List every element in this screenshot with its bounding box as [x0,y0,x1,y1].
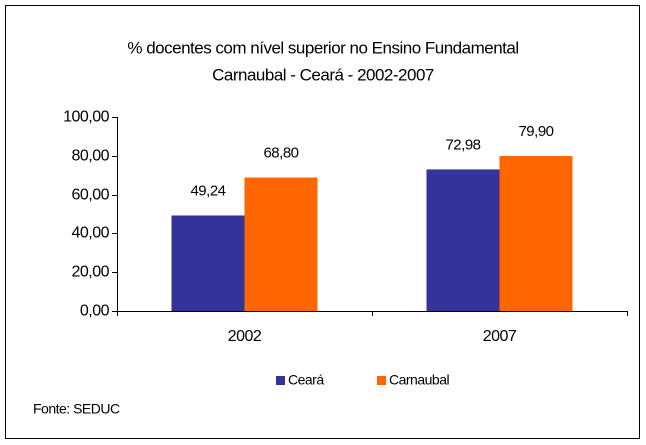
chart-subtitle: Carnaubal - Ceará - 2002-2007 [212,65,434,84]
x-tick-label: 2002 [228,328,262,345]
source-note: Fonte: SEDUC [33,401,120,417]
y-tick-label: 80,00 [71,148,109,165]
bar [499,155,573,311]
value-label: 49,24 [190,182,225,199]
y-tick-label: 20,00 [71,264,109,281]
legend-label: Ceará [288,372,324,388]
value-label: 79,90 [518,123,553,140]
legend-label: Carnaubal [389,372,449,388]
value-label: 72,98 [445,136,480,153]
bar [244,177,318,311]
y-tick-label: 100,00 [63,109,110,126]
bar [426,169,500,311]
legend-swatch [377,376,386,385]
x-tick-label: 2007 [483,328,517,345]
legend-swatch [276,376,285,385]
bar [171,215,245,311]
chart-title: % docentes com nível superior no Ensino … [127,38,518,57]
y-tick-label: 40,00 [71,225,109,242]
y-tick-label: 60,00 [71,187,109,204]
value-label: 68,80 [263,144,298,161]
y-tick-label: 0,00 [80,303,110,320]
